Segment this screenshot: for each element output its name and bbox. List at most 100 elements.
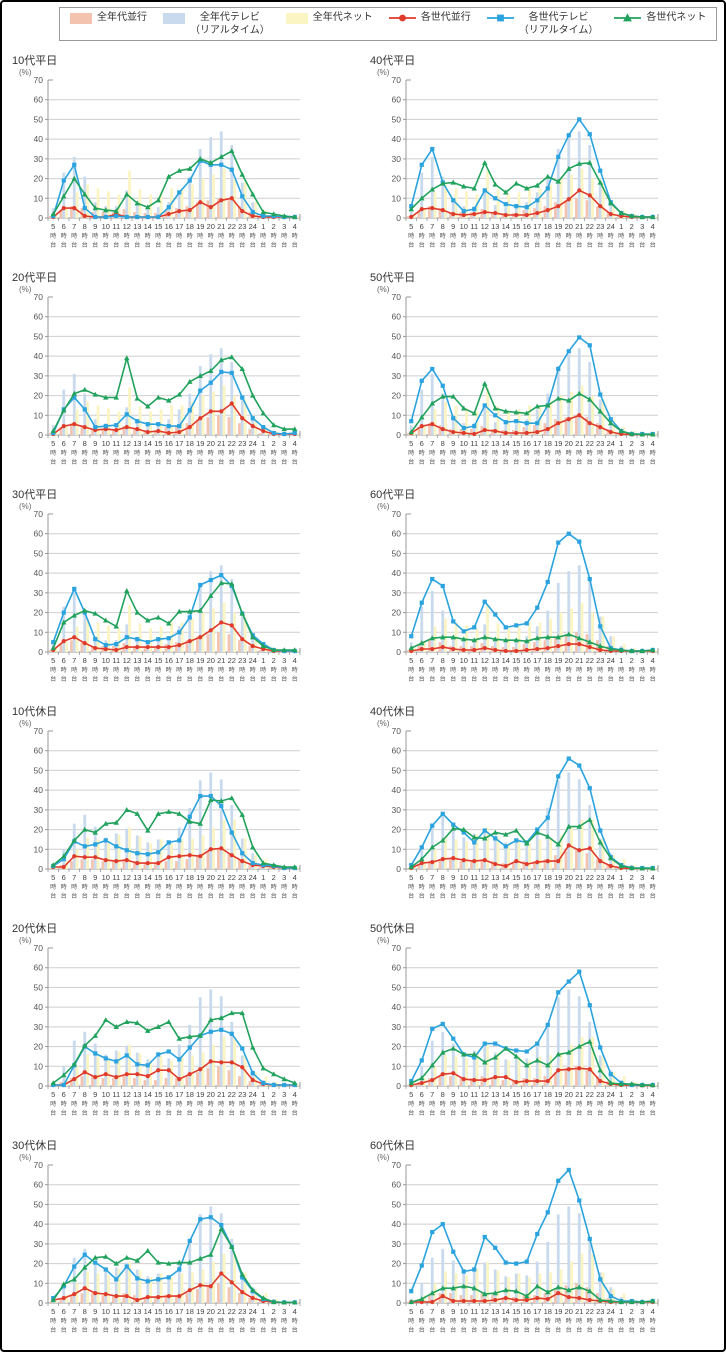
svg-text:7: 7	[430, 1307, 434, 1316]
svg-text:60: 60	[34, 95, 44, 105]
svg-text:台: 台	[197, 458, 203, 466]
svg-text:14: 14	[144, 1307, 152, 1316]
svg-text:台: 台	[503, 1109, 509, 1117]
svg-text:時: 時	[145, 1318, 151, 1325]
svg-text:時: 時	[50, 450, 56, 457]
svg-text:台: 台	[292, 458, 298, 466]
svg-text:13: 13	[491, 1090, 499, 1099]
svg-text:20: 20	[392, 1259, 402, 1269]
svg-text:時: 時	[608, 450, 614, 457]
svg-text:時: 時	[134, 233, 140, 240]
svg-text:7: 7	[430, 873, 434, 882]
svg-text:2: 2	[272, 222, 276, 231]
svg-text:30: 30	[34, 588, 44, 598]
svg-text:50: 50	[392, 331, 402, 341]
svg-text:時: 時	[503, 1318, 509, 1325]
chart-title: 30代休日	[12, 1140, 58, 1152]
chart-plot-8: (%)0102030405060705時台6時台7時台8時台9時台10時台11時…	[19, 936, 301, 1117]
svg-text:時: 時	[597, 884, 603, 891]
svg-text:6: 6	[62, 222, 66, 231]
svg-text:時: 時	[113, 233, 119, 240]
svg-text:時: 時	[650, 667, 656, 674]
svg-text:14: 14	[502, 222, 510, 231]
svg-text:台: 台	[124, 241, 130, 249]
svg-text:台: 台	[629, 675, 635, 683]
svg-text:台: 台	[513, 241, 519, 249]
svg-text:8: 8	[441, 439, 445, 448]
svg-text:23: 23	[596, 222, 604, 231]
svg-text:台: 台	[113, 1326, 119, 1334]
svg-text:10: 10	[34, 1278, 44, 1288]
svg-text:時: 時	[650, 884, 656, 891]
svg-text:7: 7	[430, 222, 434, 231]
svg-text:60: 60	[392, 746, 402, 756]
svg-text:6: 6	[420, 222, 424, 231]
svg-text:24: 24	[249, 1090, 257, 1099]
svg-text:18: 18	[544, 656, 552, 665]
svg-text:台: 台	[281, 241, 287, 249]
svg-text:台: 台	[524, 1326, 530, 1334]
svg-text:台: 台	[271, 1326, 277, 1334]
svg-text:台: 台	[587, 1109, 593, 1117]
svg-text:時: 時	[440, 884, 446, 891]
svg-text:台: 台	[524, 458, 530, 466]
svg-text:30: 30	[392, 371, 402, 381]
svg-text:23: 23	[238, 439, 246, 448]
chart-legend: 全年代並行 全年代テレビ （リアルタイム） 全年代ネット 各世代並行 各世代テレビ （リアル…	[59, 7, 718, 41]
svg-text:60: 60	[392, 529, 402, 539]
svg-text:10: 10	[34, 193, 44, 203]
bar-series-1	[409, 1206, 655, 1303]
svg-text:台: 台	[618, 675, 624, 683]
legend-item-2: 全年代ネット	[285, 12, 373, 25]
svg-text:24: 24	[249, 873, 257, 882]
svg-text:時: 時	[555, 1318, 561, 1325]
svg-text:時: 時	[503, 450, 509, 457]
svg-text:14: 14	[502, 1307, 510, 1316]
svg-text:時: 時	[555, 1101, 561, 1108]
svg-text:台: 台	[408, 892, 414, 900]
svg-text:台: 台	[587, 241, 593, 249]
svg-text:50: 50	[392, 548, 402, 558]
svg-text:時: 時	[50, 884, 56, 891]
svg-text:台: 台	[71, 1326, 77, 1334]
svg-text:時: 時	[82, 667, 88, 674]
svg-text:台: 台	[629, 458, 635, 466]
svg-text:時: 時	[155, 1318, 161, 1325]
svg-text:台: 台	[492, 675, 498, 683]
svg-text:時: 時	[461, 667, 467, 674]
svg-text:台: 台	[260, 675, 266, 683]
svg-text:台: 台	[103, 675, 109, 683]
svg-text:時: 時	[618, 1101, 624, 1108]
svg-text:台: 台	[103, 458, 109, 466]
svg-text:2: 2	[630, 1307, 634, 1316]
svg-text:4: 4	[651, 1307, 655, 1316]
legend-bar-swatch-icon	[163, 13, 185, 24]
svg-text:時: 時	[450, 450, 456, 457]
svg-text:台: 台	[639, 458, 645, 466]
svg-text:時: 時	[71, 1101, 77, 1108]
svg-text:時: 時	[134, 1318, 140, 1325]
svg-text:10: 10	[102, 1090, 110, 1099]
svg-text:台: 台	[281, 675, 287, 683]
svg-text:台: 台	[260, 1326, 266, 1334]
svg-text:3: 3	[282, 1307, 286, 1316]
svg-text:時: 時	[492, 233, 498, 240]
chart-title: 20代休日	[12, 923, 58, 935]
svg-text:1: 1	[619, 1090, 623, 1099]
svg-text:23: 23	[238, 873, 246, 882]
svg-text:17: 17	[533, 1307, 541, 1316]
legend-item-0: 全年代並行	[70, 12, 147, 25]
svg-text:時: 時	[197, 667, 203, 674]
svg-text:30: 30	[34, 1239, 44, 1249]
svg-text:6: 6	[420, 873, 424, 882]
svg-text:10: 10	[34, 844, 44, 854]
svg-text:台: 台	[461, 241, 467, 249]
svg-text:23: 23	[596, 1307, 604, 1316]
svg-text:19: 19	[196, 439, 204, 448]
svg-text:時: 時	[145, 667, 151, 674]
line-series-2	[50, 795, 298, 870]
svg-text:時: 時	[639, 1101, 645, 1108]
svg-text:24: 24	[249, 222, 257, 231]
svg-text:時: 時	[524, 884, 530, 891]
svg-text:台: 台	[292, 241, 298, 249]
